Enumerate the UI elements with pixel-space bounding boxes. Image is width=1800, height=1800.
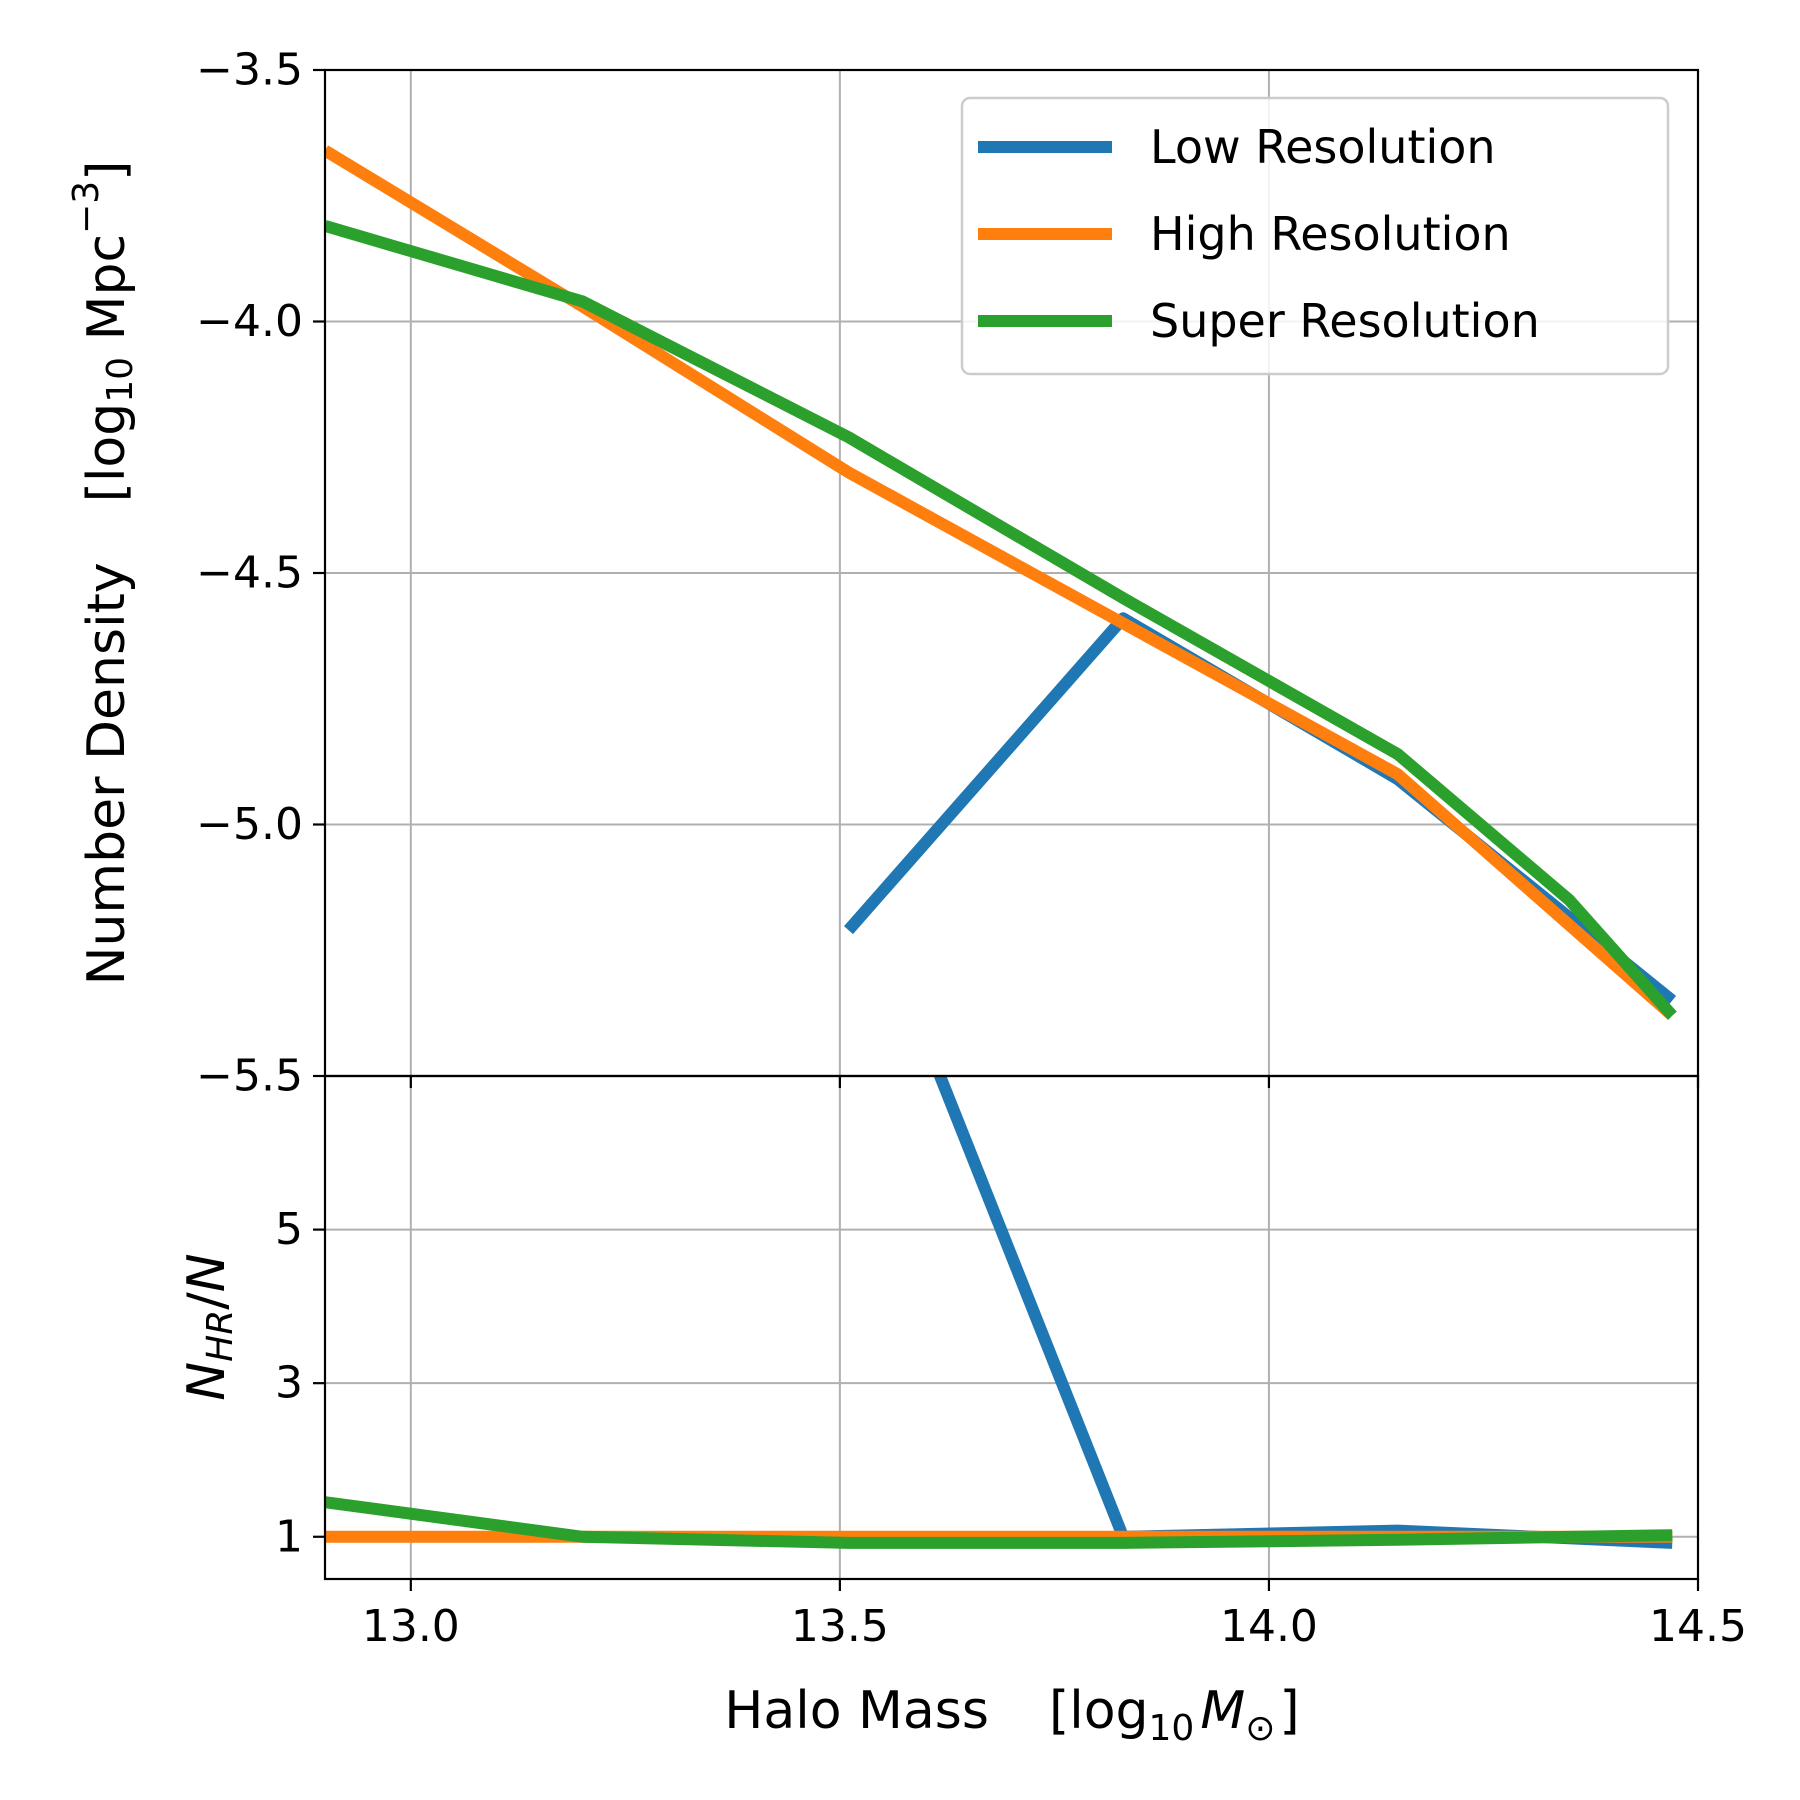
- bottom-panel-series: [325, 1076, 1673, 1549]
- x-label-unit-msub: ⊙: [1245, 1708, 1275, 1749]
- top-series-super-resolution: [325, 220, 1677, 1020]
- x-tick-label: 13.5: [791, 1601, 889, 1652]
- legend-label-super-resolution: Super Resolution: [1150, 294, 1540, 348]
- x-label-unit-m: M: [1200, 1681, 1245, 1741]
- bottom-y-axis-label: NHR/N: [177, 1253, 241, 1400]
- top-y-tick-label: −4.0: [196, 296, 303, 347]
- x-tick-label: 14.0: [1220, 1601, 1318, 1652]
- top-y-tick-label: −3.5: [196, 45, 303, 96]
- legend: Low Resolution High Resolution Super Resol…: [960, 96, 1670, 376]
- x-label-unit-open: [log: [1049, 1681, 1149, 1741]
- bottom-panel-ticks: 13.0 13.5 14.0 14.5 1 3 5: [275, 1204, 1747, 1652]
- y-label-unit-open: [log: [77, 403, 137, 503]
- top-y-tick-label: −5.5: [196, 1051, 303, 1102]
- x-label-text: Halo Mass: [724, 1681, 989, 1741]
- bottom-panel-frame: [323, 1074, 1700, 1581]
- x-tick-label: 13.0: [362, 1601, 460, 1652]
- bottom-y-tick-label: 1: [275, 1511, 303, 1562]
- x-label-unit-close: ]: [1279, 1681, 1299, 1741]
- ratio-label-slash: /: [177, 1292, 237, 1310]
- legend-box: [960, 96, 1670, 376]
- y-label-unit-sub: 10: [100, 357, 141, 403]
- top-series-high-resolution: [325, 145, 1677, 1021]
- ratio-label-n2: N: [177, 1253, 237, 1292]
- top-y-tick-label: −5.0: [196, 799, 303, 850]
- ratio-label-n1: N: [177, 1362, 237, 1401]
- ratio-label-sub: HR: [200, 1310, 241, 1362]
- x-axis-label: Halo Mass [log10 M⊙]: [724, 1681, 1299, 1749]
- y-label-unit-mid: Mpc: [77, 234, 137, 357]
- bottom-y-tick-label: 3: [275, 1358, 303, 1409]
- top-y-axis-label: Number Density [log10 Mpc−3]: [66, 161, 141, 986]
- x-tick-label: 14.5: [1649, 1601, 1747, 1652]
- legend-label-low-resolution: Low Resolution: [1150, 120, 1496, 174]
- bottom-panel-grid: [325, 1076, 1698, 1579]
- y-label-unit-close: ]: [77, 161, 137, 181]
- bottom-y-tick-label: 5: [275, 1204, 303, 1255]
- top-panel-ticks: −5.5 −5.0 −4.5 −4.0 −3.5: [196, 45, 1700, 1102]
- x-label-unit-sub: 10: [1149, 1708, 1195, 1749]
- top-y-tick-label: −4.5: [196, 548, 303, 599]
- y-label-text: Number Density: [77, 562, 137, 985]
- bottom-series-low-resolution: [933, 1076, 1673, 1549]
- legend-label-high-resolution: High Resolution: [1150, 207, 1511, 261]
- y-label-unit-sup: −3: [66, 181, 107, 234]
- bottom-series-super-resolution: [325, 1496, 1673, 1549]
- top-panel-series: [325, 145, 1677, 1021]
